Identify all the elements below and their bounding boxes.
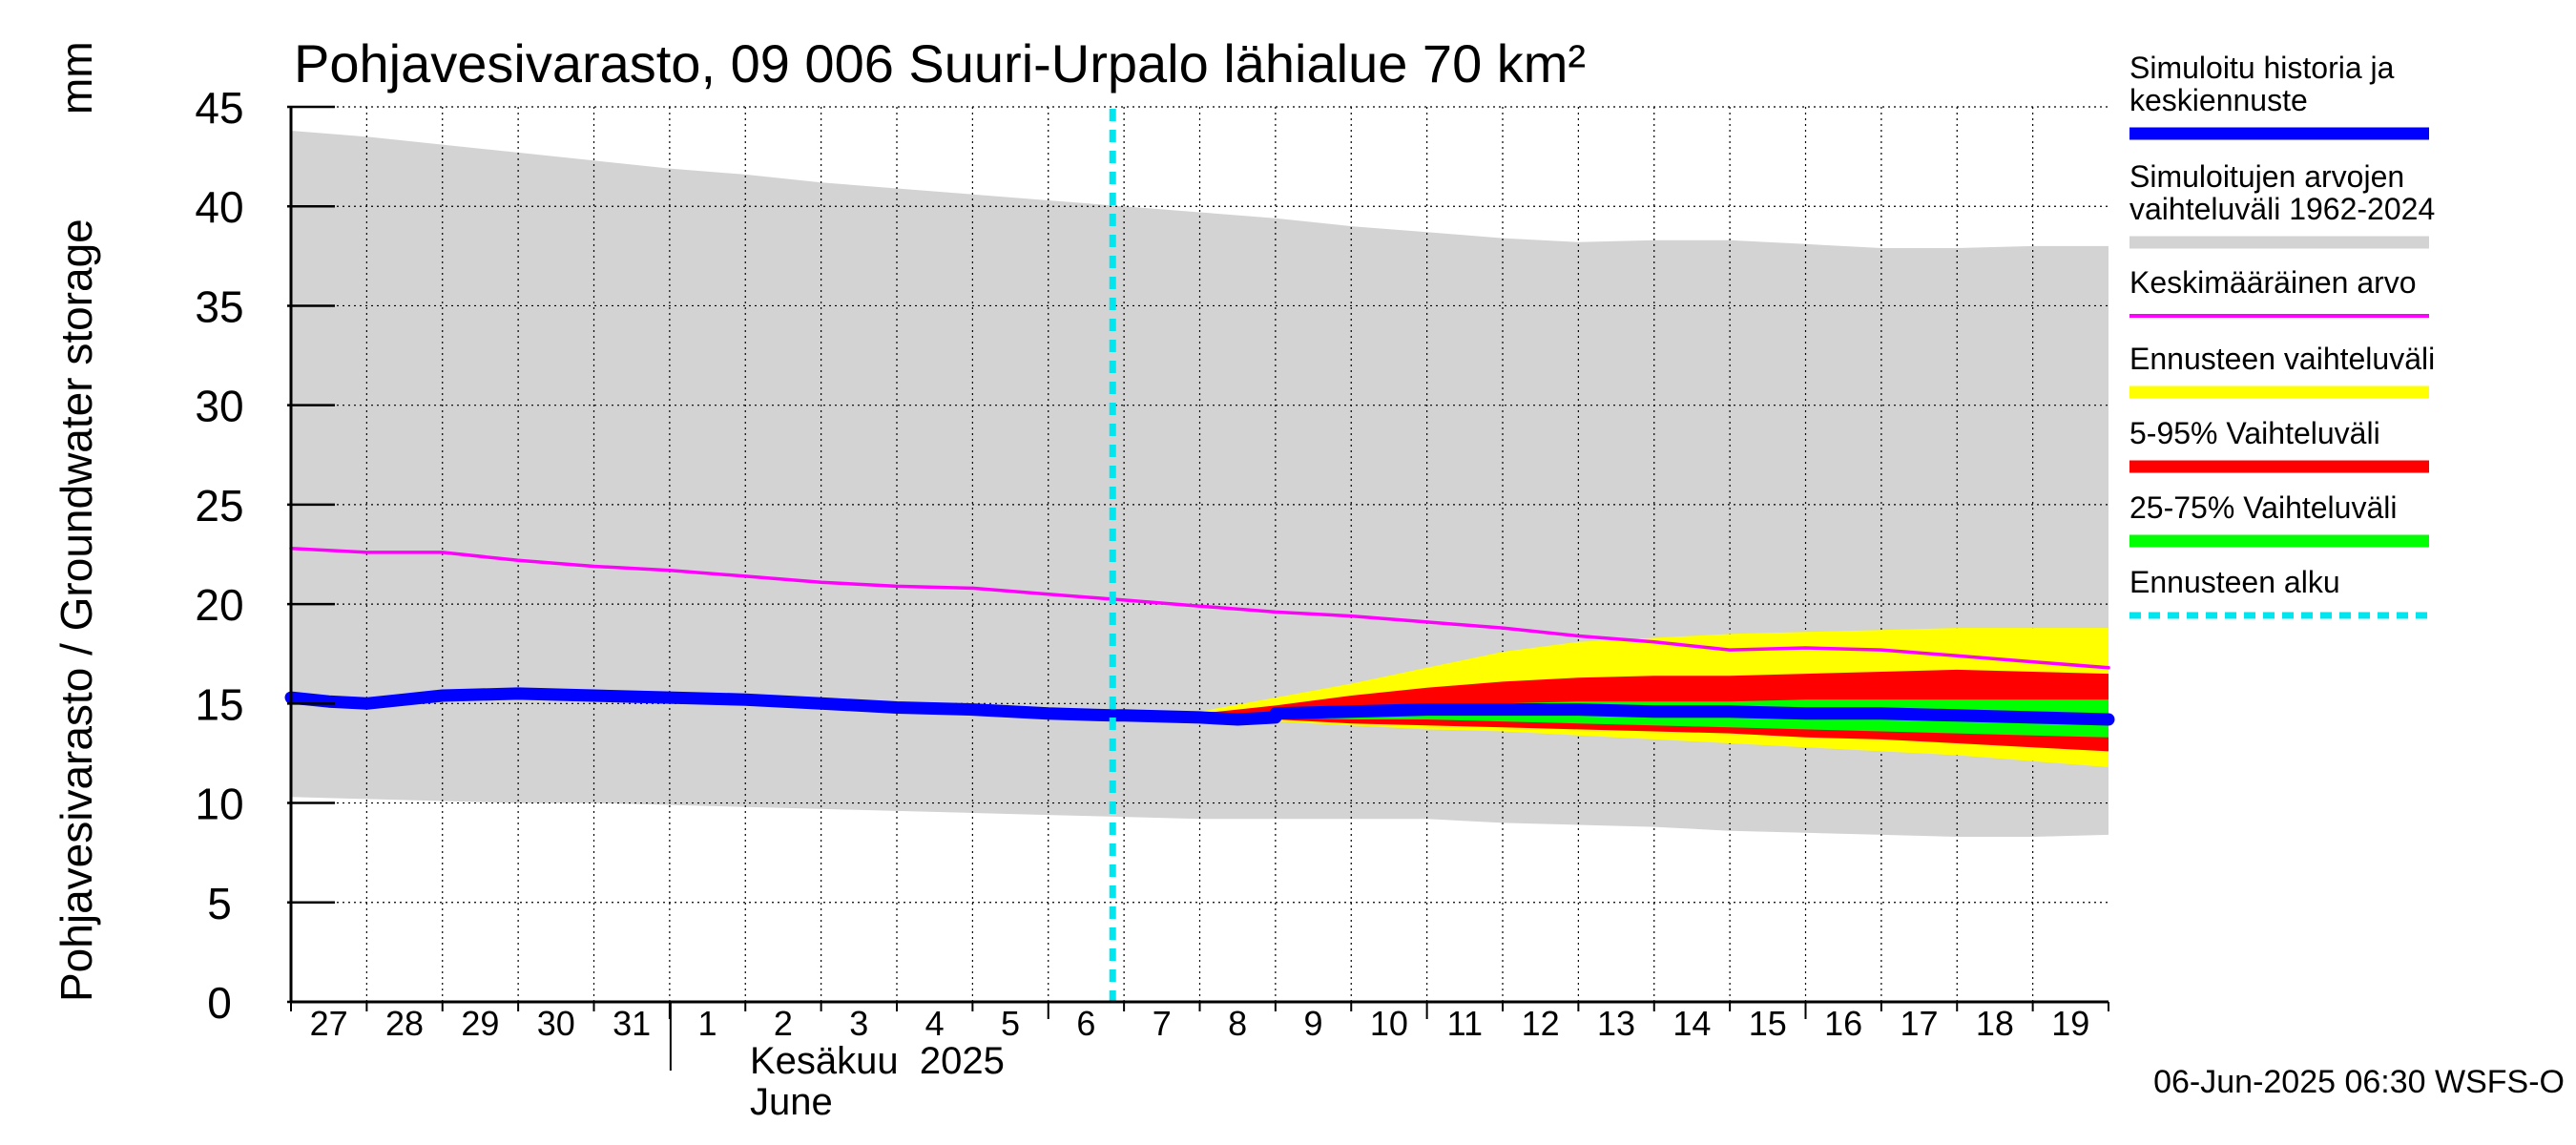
x-tick-label: 11 [1447,1004,1483,1043]
y-tick-label: 25 [195,481,243,531]
legend-label: Keskimääräinen arvo [2129,265,2417,300]
y-tick-label: 20 [195,580,243,630]
plot-area [284,106,2115,1002]
x-tick-label: 4 [925,1004,945,1043]
legend-label: keskiennuste [2129,83,2308,117]
legend-label: vaihteluväli 1962-2024 [2129,192,2435,226]
x-tick-label: 5 [1001,1004,1020,1043]
x-tick-label: 30 [537,1004,575,1043]
legend-label: Simuloitujen arvojen [2129,159,2404,194]
y-tick-label: 10 [195,780,243,829]
x-tick-label: 2 [774,1004,793,1043]
legend-label: Ennusteen vaihteluväli [2129,342,2435,376]
x-tick-label: 12 [1522,1004,1560,1043]
x-tick-label: 7 [1153,1004,1172,1043]
y-tick-label: 15 [195,679,243,729]
y-tick-label: 40 [195,182,243,232]
month-label-en: June [750,1081,833,1123]
y-tick-label: 30 [195,382,243,431]
legend-label: 25-75% Vaihteluväli [2129,490,2397,525]
x-tick-label: 6 [1076,1004,1095,1043]
y-tick-label: 0 [207,978,232,1028]
y-axis-unit: mm [52,41,101,114]
legend-label: Ennusteen alku [2129,565,2340,599]
x-tick-label: 9 [1304,1004,1323,1043]
y-axis-label: Pohjavesivarasto / Groundwater storage [52,219,101,1002]
x-tick-label: 16 [1824,1004,1862,1043]
mean-line [289,546,2110,670]
month-label-fi: Kesäkuu 2025 [750,1040,1005,1082]
x-tick-label: 14 [1672,1004,1711,1043]
x-tick-label: 13 [1597,1004,1635,1043]
footer-timestamp: 06-Jun-2025 06:30 WSFS-O [2153,1064,2565,1100]
history-line [284,687,1282,726]
x-tick-label: 27 [310,1004,348,1043]
x-tick-label: 19 [2051,1004,2089,1043]
x-tick-label: 8 [1228,1004,1247,1043]
chart-title: Pohjavesivarasto, 09 006 Suuri-Urpalo lä… [294,33,1586,94]
y-tick-label: 45 [195,83,243,133]
y-tick-label: 35 [195,281,243,331]
median-forecast-line [1269,703,2115,726]
x-tick-label: 17 [1901,1004,1939,1043]
x-tick-label: 10 [1370,1004,1408,1043]
legend-label: 5-95% Vaihteluväli [2129,416,2380,450]
x-tick-label: 29 [461,1004,499,1043]
x-tick-label: 3 [849,1004,868,1043]
x-tick-label: 18 [1976,1004,2014,1043]
x-tick-label: 1 [698,1004,717,1043]
y-tick-label: 5 [207,879,232,928]
x-tick-label: 31 [613,1004,651,1043]
legend-label: Simuloitu historia ja [2129,51,2395,85]
x-tick-label: 28 [385,1004,424,1043]
x-tick-label: 15 [1749,1004,1787,1043]
